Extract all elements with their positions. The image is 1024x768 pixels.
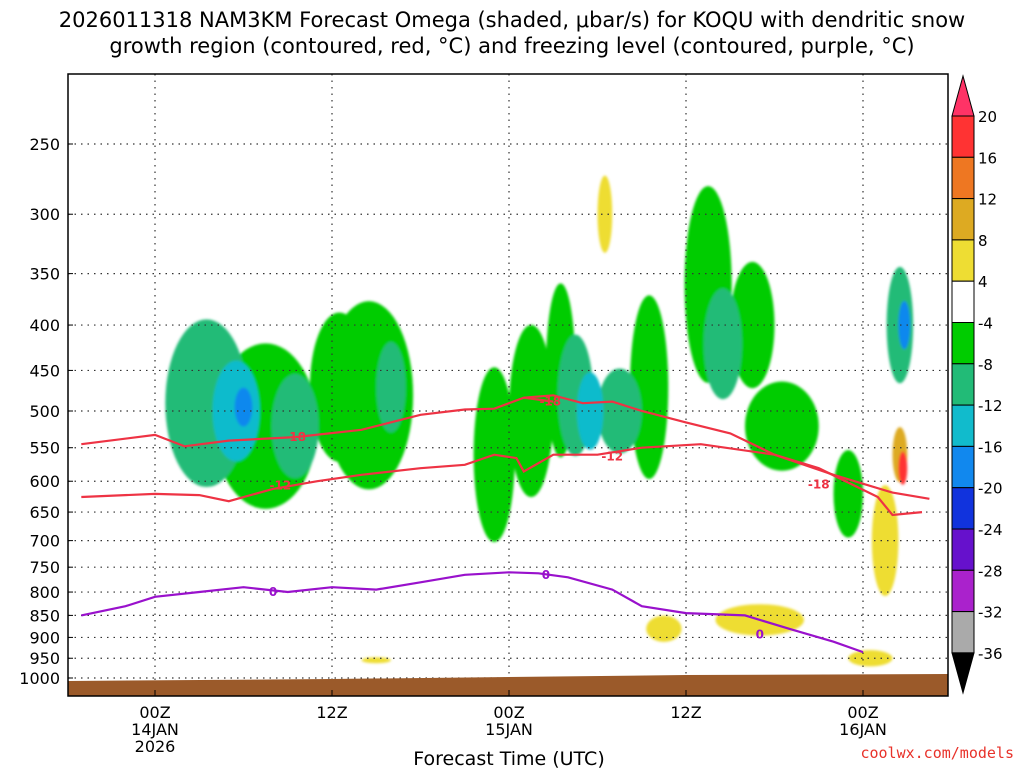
- colorbar-label: -20: [978, 480, 1003, 498]
- contour-label: -12: [601, 450, 623, 464]
- colorbar-label: -32: [978, 604, 1003, 622]
- y-tick-label: 250: [29, 135, 60, 154]
- omega-region: [576, 372, 604, 450]
- y-tick-label: 400: [29, 316, 60, 335]
- x-tick-label: 12Z: [670, 703, 701, 722]
- contour-label: 0: [756, 627, 764, 641]
- contour-label: -18: [539, 395, 561, 409]
- y-tick-label: 500: [29, 402, 60, 421]
- colorbar-swatch: [951, 115, 975, 158]
- y-tick-label: 650: [29, 503, 60, 522]
- colorbar-swatch: [951, 239, 975, 282]
- x-tick-label: 15JAN: [485, 720, 533, 739]
- omega-region: [509, 324, 554, 498]
- colorbar-swatch: [951, 569, 975, 613]
- contour-label: 0: [269, 585, 277, 599]
- chart-title-line-2: growth region (contoured, red, °C) and f…: [109, 34, 914, 58]
- omega-region: [848, 650, 893, 667]
- x-tick-label: 14JAN: [131, 720, 179, 739]
- x-tick-label: 12Z: [316, 703, 347, 722]
- y-tick-label: 900: [29, 628, 60, 647]
- x-tick-label: 00Z: [847, 703, 878, 722]
- contour-label: 0: [542, 568, 550, 582]
- omega-region: [597, 175, 613, 253]
- y-tick-label: 550: [29, 439, 60, 458]
- x-tick-label: 00Z: [493, 703, 524, 722]
- colorbar-swatch: [951, 156, 975, 200]
- x-tick-label: 16JAN: [839, 720, 887, 739]
- contour-label: -18: [284, 430, 306, 444]
- contour-line: [81, 394, 930, 500]
- colorbar-swatch: [951, 363, 975, 406]
- colorbar-label: -16: [978, 438, 1003, 456]
- colorbar: 20 16 12 8 4 -4 -8 -12 -16 -20 -24 -28 -32 -36: [951, 74, 1003, 695]
- omega-region: [376, 341, 406, 433]
- y-tick-label: 700: [29, 532, 60, 551]
- colorbar-label: 8: [978, 232, 988, 250]
- contour-lines: -18 -18 -12 -12 -18 0 0 0: [81, 394, 930, 654]
- plot-frame: [67, 73, 949, 697]
- y-tick-label: 1000: [19, 669, 60, 688]
- colorbar-top-arrow: [951, 74, 975, 117]
- contour-line: [81, 443, 923, 517]
- omega-region: [703, 288, 743, 400]
- x-tick-label: 2026: [135, 737, 176, 756]
- colorbar-swatch: [951, 528, 975, 571]
- omega-region: [597, 368, 642, 454]
- omega-region: [646, 615, 682, 642]
- omega-region: [833, 450, 863, 538]
- y-tick-label: 800: [29, 583, 60, 602]
- x-axis-label: Forecast Time (UTC): [413, 748, 604, 768]
- contour-label: -12: [270, 479, 292, 493]
- y-tick-label: 950: [29, 649, 60, 668]
- colorbar-label: 16: [978, 149, 997, 167]
- contour-line: [523, 396, 554, 403]
- x-tick-label: 00Z: [139, 703, 170, 722]
- colorbar-swatch: [951, 445, 975, 489]
- colorbar-swatch: [951, 404, 975, 447]
- colorbar-label: 4: [978, 273, 988, 291]
- omega-region: [898, 300, 911, 350]
- colorbar-label: -12: [978, 397, 1003, 415]
- colorbar-swatch: [951, 198, 975, 241]
- omega-region: [629, 295, 669, 480]
- colorbar-label: 12: [978, 191, 997, 209]
- plot-area: -18 -18 -12 -12 -18 0 0 0: [68, 74, 948, 696]
- colorbar-label: 20: [978, 108, 997, 126]
- credit-text: coolwx.com/models: [860, 744, 1014, 762]
- contour-line: [81, 571, 864, 654]
- chart-title-line-1: 2026011318 NAM3KM Forecast Omega (shaded…: [59, 8, 965, 32]
- y-tick-label: 750: [29, 558, 60, 577]
- colorbar-swatch: [951, 611, 975, 654]
- omega-region: [271, 373, 319, 479]
- y-tick-label: 600: [29, 472, 60, 491]
- colorbar-label: -24: [978, 521, 1003, 539]
- colorbar-label: -36: [978, 645, 1003, 663]
- colorbar-swatch: [951, 280, 975, 324]
- omega-region: [234, 387, 253, 427]
- colorbar-label: -4: [978, 315, 993, 333]
- contour-label: -18: [808, 477, 830, 491]
- y-tick-label: 450: [29, 361, 60, 380]
- colorbar-swatch: [951, 322, 975, 365]
- colorbar-swatch: [951, 487, 975, 530]
- colorbar-label: -8: [978, 356, 993, 374]
- omega-region: [898, 451, 908, 485]
- y-axis: 250 300 350 400 450 500 550 600 650 700 750 800 850 9…: [19, 135, 73, 688]
- y-tick-label: 350: [29, 265, 60, 284]
- y-tick-label: 300: [29, 205, 60, 224]
- y-tick-label: 850: [29, 606, 60, 625]
- colorbar-bottom-arrow: [951, 652, 975, 695]
- ground-surface: [68, 674, 948, 696]
- omega-region: [361, 657, 391, 664]
- colorbar-label: -28: [978, 562, 1003, 580]
